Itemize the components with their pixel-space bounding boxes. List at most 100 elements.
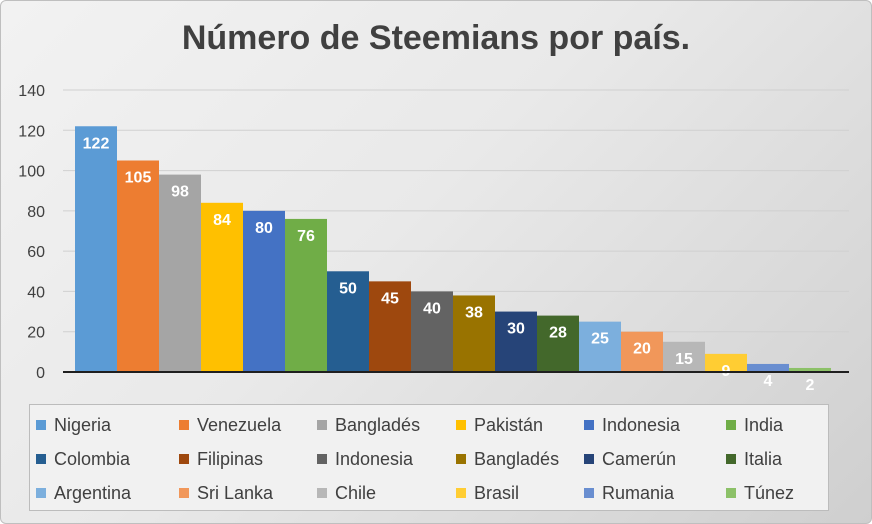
data-label: 28 — [549, 325, 567, 342]
legend-label: Sri Lanka — [197, 482, 274, 503]
legend-swatch — [456, 420, 466, 430]
bar — [579, 321, 621, 372]
bar — [243, 210, 285, 372]
bar — [411, 291, 453, 372]
legend-item: Indonesia — [584, 414, 680, 436]
bar — [663, 341, 705, 372]
legend-swatch — [584, 454, 594, 464]
bar — [453, 295, 495, 372]
legend-item: Rumania — [584, 482, 674, 504]
data-label: 30 — [507, 321, 525, 338]
y-tick-label: 120 — [18, 123, 45, 140]
legend-swatch — [317, 488, 327, 498]
legend-swatch — [36, 420, 46, 430]
chart-title: Número de Steemians por país. — [181, 19, 691, 57]
legend-item: Colombia — [36, 448, 130, 470]
data-label: 105 — [125, 170, 152, 187]
legend-swatch — [456, 488, 466, 498]
legend-swatch — [36, 488, 46, 498]
legend-swatch — [317, 454, 327, 464]
bar — [201, 202, 243, 372]
legend-item: Túnez — [726, 482, 794, 504]
legend-label: Bangladés — [335, 414, 421, 435]
legend-label: Nigeria — [54, 414, 112, 435]
data-label: 25 — [591, 331, 609, 348]
legend-label: Túnez — [744, 482, 795, 503]
y-tick-label: 20 — [27, 325, 45, 342]
data-label: 15 — [675, 351, 693, 368]
legend-label: Brasil — [474, 482, 520, 503]
legend-label: Argentina — [54, 482, 132, 503]
legend-item: Sri Lanka — [179, 482, 273, 504]
bar — [369, 281, 411, 372]
bar — [747, 363, 789, 372]
legend-swatch — [317, 420, 327, 430]
y-tick-label: 100 — [18, 164, 45, 181]
legend-label: Bangladés — [474, 448, 560, 469]
bar — [75, 126, 117, 372]
legend-swatch — [179, 420, 189, 430]
y-tick-label: 60 — [27, 244, 45, 261]
legend-label: Filipinas — [197, 448, 264, 469]
legend-swatch — [584, 420, 594, 430]
legend-swatch — [726, 420, 736, 430]
legend-item: Brasil — [456, 482, 519, 504]
data-label: 122 — [83, 135, 110, 152]
legend-label: Italia — [744, 448, 783, 469]
bar — [285, 218, 327, 372]
data-label: 2 — [806, 377, 815, 394]
legend-item: Camerún — [584, 448, 676, 470]
data-label: 76 — [297, 228, 315, 245]
legend-swatch — [456, 454, 466, 464]
legend-swatch — [726, 488, 736, 498]
legend-item: Pakistán — [456, 414, 543, 436]
legend-swatch — [726, 454, 736, 464]
legend-label: Colombia — [54, 448, 131, 469]
legend-swatch — [179, 454, 189, 464]
legend-label: Indonesia — [602, 414, 681, 435]
legend-swatch — [36, 454, 46, 464]
bar — [117, 160, 159, 372]
data-label: 20 — [633, 341, 651, 358]
legend-item: India — [726, 414, 783, 436]
legend-item: Bangladés — [456, 448, 559, 470]
legend-item: Italia — [726, 448, 782, 470]
data-label: 98 — [171, 184, 189, 201]
legend-swatch — [584, 488, 594, 498]
legend-label: Rumania — [602, 482, 675, 503]
legend-swatch — [179, 488, 189, 498]
y-tick-label: 40 — [27, 284, 45, 301]
data-label: 84 — [213, 212, 231, 229]
data-label: 45 — [381, 290, 399, 307]
legend-item: Nigeria — [36, 414, 111, 436]
bar — [705, 353, 747, 372]
legend-label: Pakistán — [474, 414, 544, 435]
bar — [495, 311, 537, 372]
bar — [621, 331, 663, 372]
y-tick-label: 0 — [36, 365, 45, 382]
plot-area: 0 20 40 60 80 100 120 140 122 105 98 84 80 76 50 45 40 38… — [18, 83, 849, 394]
legend-item: Filipinas — [179, 448, 263, 470]
data-label: 40 — [423, 300, 441, 317]
legend-item: Indonesia — [317, 448, 413, 470]
legend-item: Venezuela — [179, 414, 281, 436]
legend-label: Venezuela — [197, 414, 282, 435]
legend-label: India — [744, 414, 784, 435]
data-label: 38 — [465, 304, 483, 321]
legend: Nigeria Venezuela Bangladés Pakistán Indones… — [29, 404, 829, 511]
legend-item: Argentina — [36, 482, 131, 504]
legend-item: Chile — [317, 482, 376, 504]
y-tick-label: 140 — [18, 83, 45, 100]
legend-label: Indonesia — [335, 448, 414, 469]
y-tick-label: 80 — [27, 204, 45, 221]
legend-label: Camerún — [602, 448, 677, 469]
bar — [537, 315, 579, 372]
bar — [789, 367, 831, 372]
legend-label: Chile — [335, 482, 377, 503]
data-label: 4 — [764, 373, 773, 390]
data-label: 50 — [339, 280, 357, 297]
data-label: 80 — [255, 220, 273, 237]
bar — [327, 271, 369, 372]
legend-item: Bangladés — [317, 414, 420, 436]
